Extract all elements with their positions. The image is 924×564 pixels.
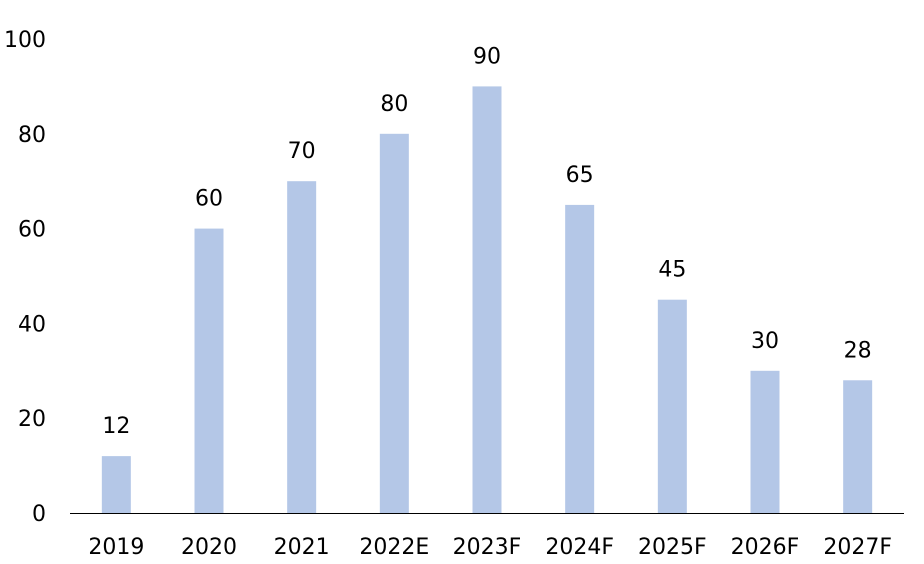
data-label: 45 xyxy=(658,258,686,283)
x-tick-label: 2020 xyxy=(181,535,237,560)
data-label: 30 xyxy=(751,329,779,354)
y-tick-label: 100 xyxy=(4,28,46,53)
y-tick-label: 20 xyxy=(18,407,46,432)
y-axis-ticks: 0 20 40 60 80 100 xyxy=(4,28,46,527)
x-tick-label: 2024F xyxy=(545,535,614,560)
bar xyxy=(657,299,687,513)
x-tick-label: 2025F xyxy=(638,535,707,560)
y-tick-label: 80 xyxy=(18,123,46,148)
x-tick-label: 2027F xyxy=(823,535,892,560)
bar xyxy=(194,228,224,513)
bar xyxy=(472,86,502,514)
bar xyxy=(379,133,409,514)
bar xyxy=(101,456,131,513)
bar xyxy=(843,380,873,513)
y-tick-label: 0 xyxy=(32,502,46,527)
data-label: 28 xyxy=(844,338,872,363)
x-axis-labels: 2019 2020 2021 2022E 2023F 2024F 2025F 2026F 202… xyxy=(88,535,892,560)
bar xyxy=(287,181,317,513)
data-label: 80 xyxy=(380,92,408,117)
data-label: 70 xyxy=(288,139,316,164)
y-tick-label: 60 xyxy=(18,218,46,243)
data-label: 90 xyxy=(473,44,501,69)
data-label: 65 xyxy=(566,163,594,188)
x-tick-label: 2026F xyxy=(731,535,800,560)
x-tick-label: 2022E xyxy=(359,535,429,560)
data-label: 12 xyxy=(102,414,130,439)
y-tick-label: 40 xyxy=(18,312,46,337)
data-label: 60 xyxy=(195,187,223,212)
bar xyxy=(565,204,595,513)
bar xyxy=(750,370,780,513)
bars xyxy=(101,86,873,514)
x-tick-label: 2023F xyxy=(453,535,522,560)
x-tick-label: 2021 xyxy=(274,535,330,560)
x-tick-label: 2019 xyxy=(88,535,144,560)
data-labels: 12 60 70 80 90 65 45 30 28 xyxy=(102,44,871,439)
